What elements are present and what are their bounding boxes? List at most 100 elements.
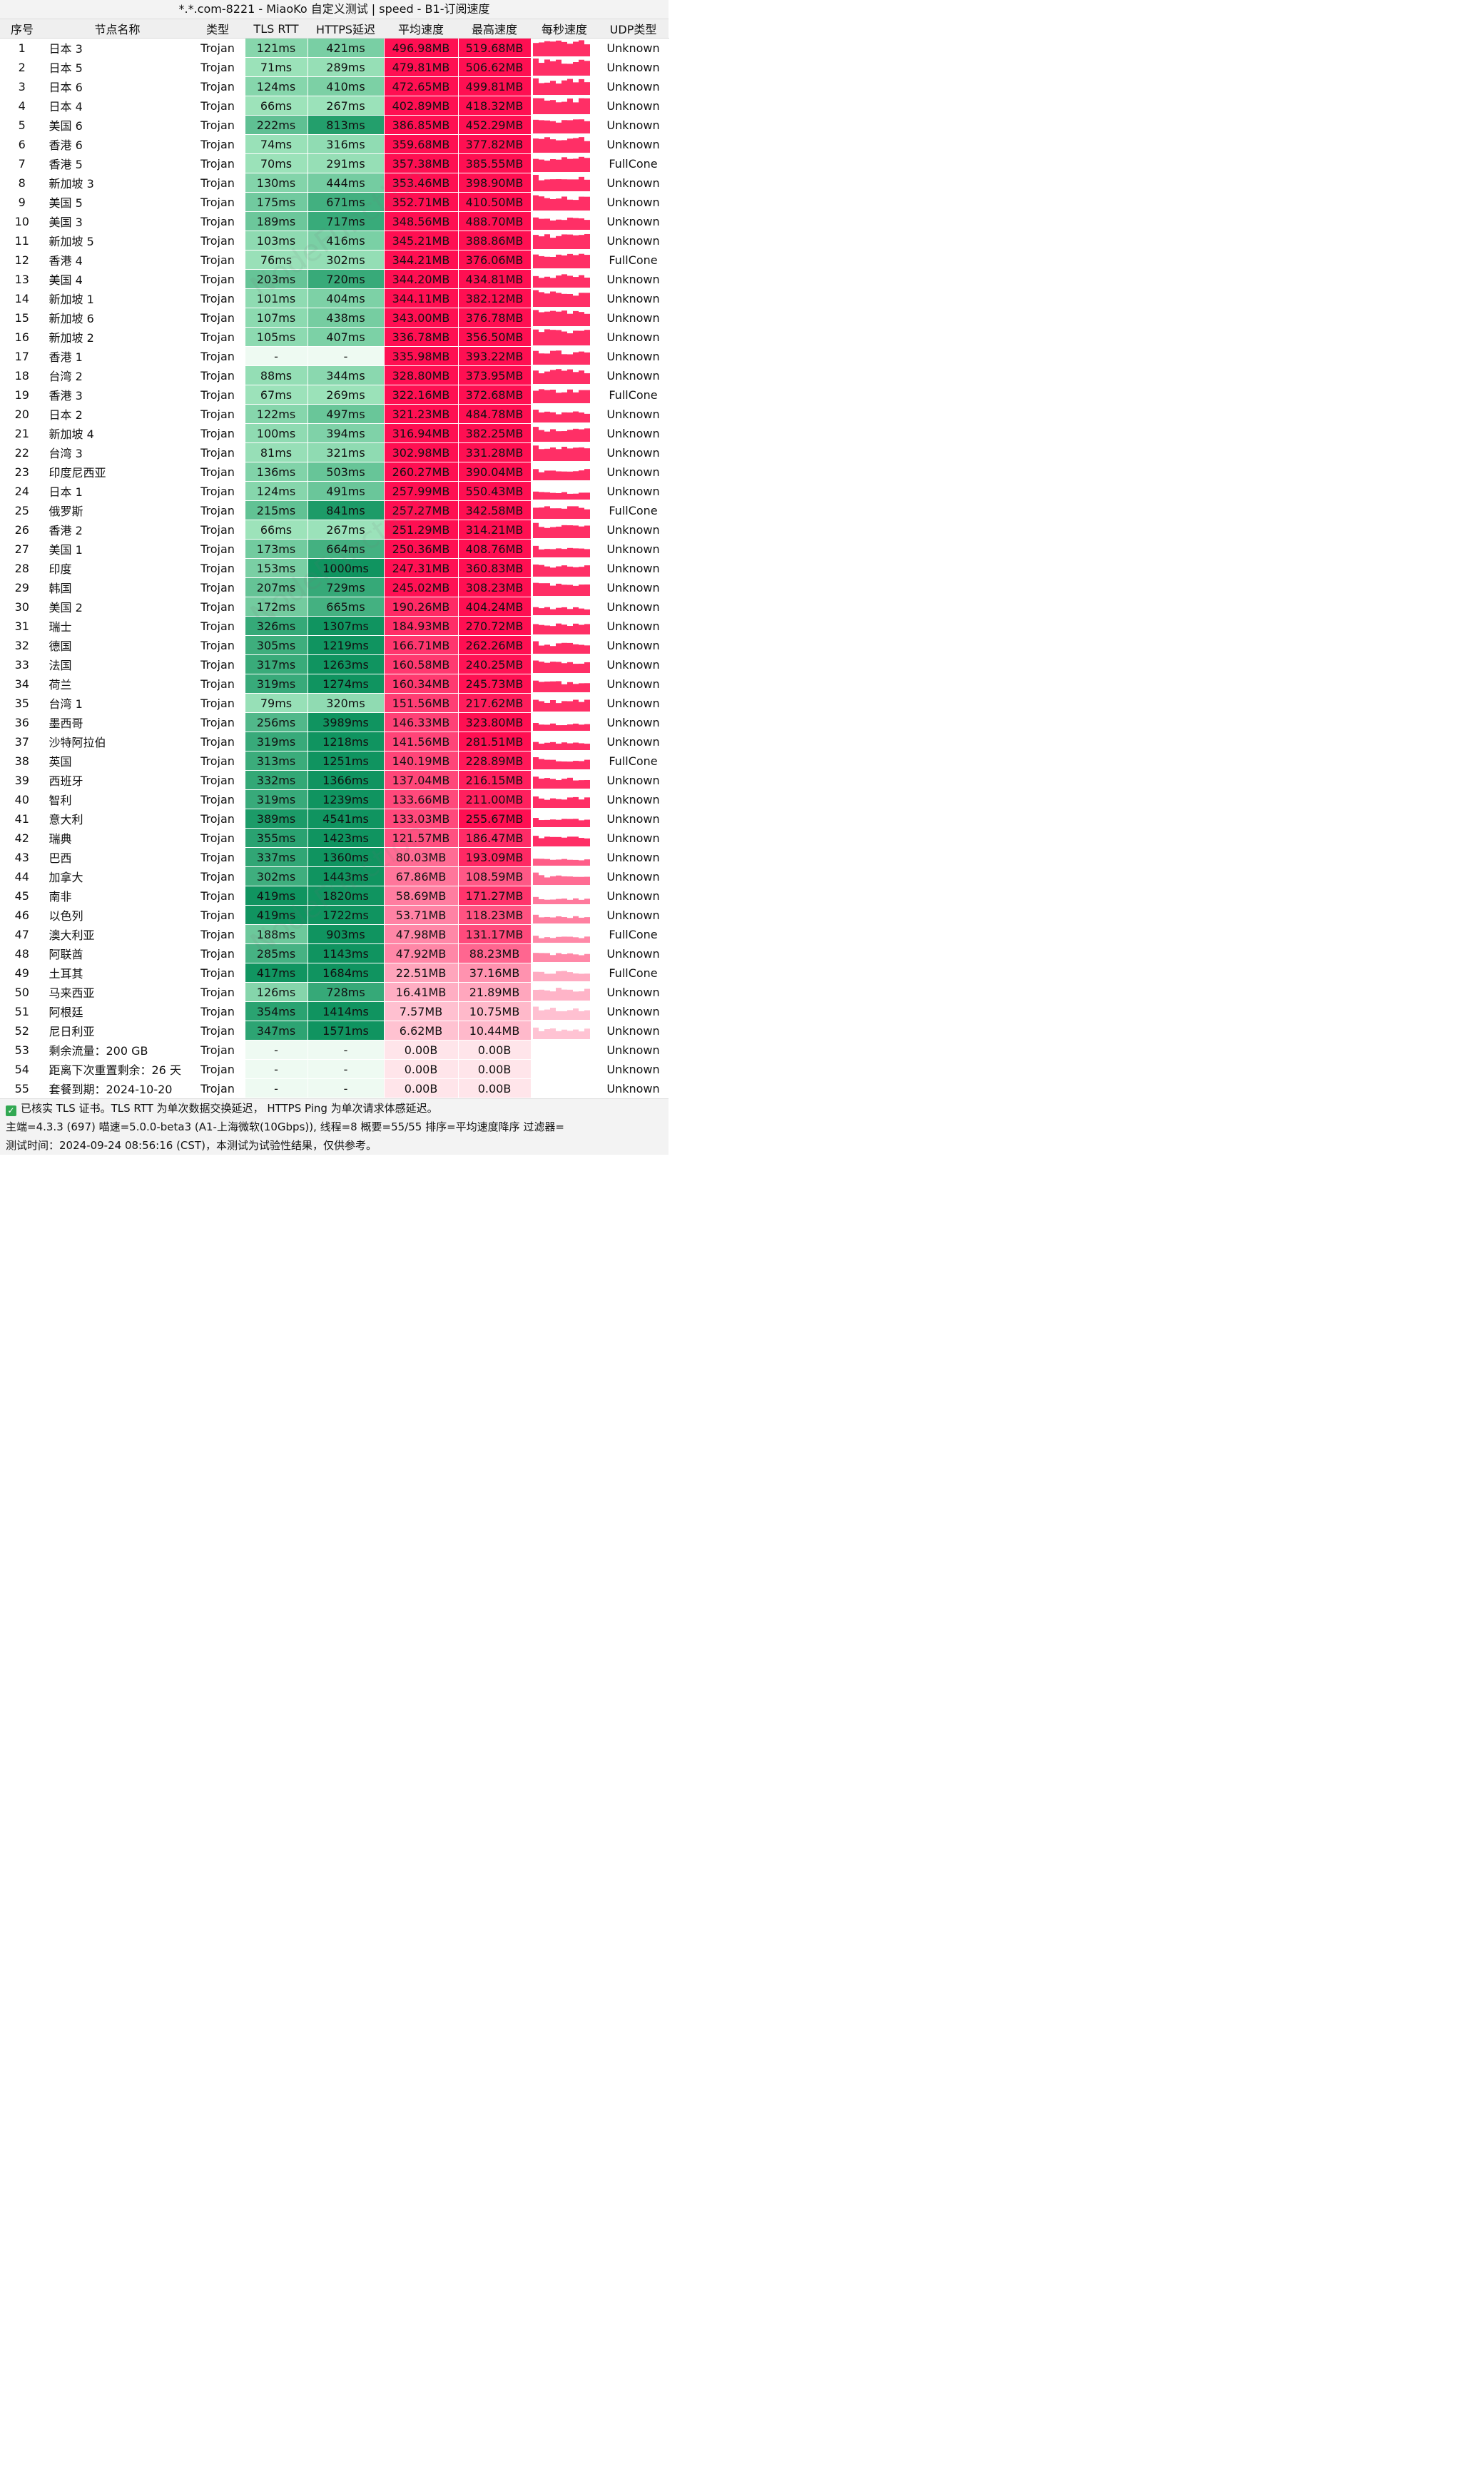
cell-index: 2 xyxy=(0,57,45,77)
header-https-latency[interactable]: HTTPS延迟 xyxy=(308,19,384,39)
sparkline-bar xyxy=(538,744,544,750)
cell-node-name: 日本 3 xyxy=(44,38,191,58)
sparkline-bar xyxy=(578,119,584,133)
table-row[interactable]: 2 日本 5 Trojan 71ms 289ms 479.81MB 506.62MB Unkn… xyxy=(0,57,669,77)
table-row[interactable]: 6 香港 6 Trojan 74ms 316ms 359.68MB 377.82MB Unkn… xyxy=(0,134,669,154)
sparkline-bar xyxy=(572,780,579,789)
table-row[interactable]: 49 土耳其 Trojan 417ms 1684ms 22.51MB 37.16MB Full… xyxy=(0,963,669,983)
sparkline-bar xyxy=(578,370,584,384)
header-avg-speed[interactable]: 平均速度 xyxy=(384,19,458,39)
table-row[interactable]: 51 阿根廷 Trojan 354ms 1414ms 7.57MB 10.75MB Unkno… xyxy=(0,1001,669,1021)
cell-udp-type: Unknown xyxy=(598,635,669,655)
table-row[interactable]: 46 以色列 Trojan 419ms 1722ms 53.71MB 118.23MB Unk… xyxy=(0,905,669,925)
header-node-name[interactable]: 节点名称 xyxy=(44,19,190,39)
table-row[interactable]: 40 智利 Trojan 319ms 1239ms 133.66MB 211.00MB Unk… xyxy=(0,789,669,809)
speed-sparkline xyxy=(532,796,590,808)
table-row[interactable]: 42 瑞典 Trojan 355ms 1423ms 121.57MB 186.47MB Unk… xyxy=(0,828,669,848)
table-row[interactable]: 39 西班牙 Trojan 332ms 1366ms 137.04MB 216.15MB Un… xyxy=(0,770,669,790)
table-row[interactable]: 34 荷兰 Trojan 319ms 1274ms 160.34MB 245.73MB Unk… xyxy=(0,674,669,694)
sparkline-bar xyxy=(584,44,590,56)
table-row[interactable]: 28 印度 Trojan 153ms 1000ms 247.31MB 360.83MB Unk… xyxy=(0,558,669,578)
table-row[interactable]: 47 澳大利亚 Trojan 188ms 903ms 47.98MB 131.17MB Ful… xyxy=(0,924,669,944)
sparkline-bar xyxy=(584,277,590,288)
table-row[interactable]: 13 美国 4 Trojan 203ms 720ms 344.20MB 434.81MB Un… xyxy=(0,269,669,289)
header-type[interactable]: 类型 xyxy=(190,19,245,39)
cell-avg-speed: 0.00B xyxy=(384,1059,459,1079)
table-row[interactable]: 5 美国 6 Trojan 222ms 813ms 386.85MB 452.29MB Unk… xyxy=(0,115,669,135)
table-row[interactable]: 36 墨西哥 Trojan 256ms 3989ms 146.33MB 323.80MB Un… xyxy=(0,712,669,732)
table-row[interactable]: 12 香港 4 Trojan 76ms 302ms 344.21MB 376.06MB Ful… xyxy=(0,250,669,270)
table-row[interactable]: 50 马来西亚 Trojan 126ms 728ms 16.41MB 21.89MB Unkn… xyxy=(0,982,669,1002)
table-row[interactable]: 3 日本 6 Trojan 124ms 410ms 472.65MB 499.81MB Unk… xyxy=(0,76,669,96)
table-row[interactable]: 9 美国 5 Trojan 175ms 671ms 352.71MB 410.50MB Unk… xyxy=(0,192,669,212)
header-tls-rtt[interactable]: TLS RTT xyxy=(245,19,308,39)
header-udp-type[interactable]: UDP类型 xyxy=(598,19,669,39)
table-row[interactable]: 53 剩余流量：200 GB Trojan - -0.00B 0.00B Unknown xyxy=(0,1040,669,1060)
table-row[interactable]: 37 沙特阿拉伯 Trojan 319ms 1218ms 141.56MB 281.51MB… xyxy=(0,732,669,751)
table-row[interactable]: 19 香港 3 Trojan 67ms 269ms 322.16MB 372.68MB Ful… xyxy=(0,385,669,405)
sparkline-bar xyxy=(549,973,556,981)
cell-max-speed: 434.81MB xyxy=(458,269,532,289)
table-row[interactable]: 24 日本 1 Trojan 124ms 491ms 257.99MB 550.43MB Un… xyxy=(0,481,669,501)
table-row[interactable]: 11 新加坡 5 Trojan 103ms 416ms 345.21MB 388.86MB U… xyxy=(0,231,669,250)
table-row[interactable]: 20 日本 2 Trojan 122ms 497ms 321.23MB 484.78MB Un… xyxy=(0,404,669,424)
table-row[interactable]: 7 香港 5 Trojan 70ms 291ms 357.38MB 385.55MB Full… xyxy=(0,153,669,173)
table-row[interactable]: 23 印度尼西亚 Trojan 136ms 503ms 260.27MB 390.04MB U… xyxy=(0,462,669,482)
table-row[interactable]: 44 加拿大 Trojan 302ms 1443ms 67.86MB 108.59MB Unk… xyxy=(0,866,669,886)
table-row[interactable]: 30 美国 2 Trojan 172ms 665ms 190.26MB 404.24MB Un… xyxy=(0,597,669,617)
table-row[interactable]: 29 韩国 Trojan 207ms 729ms 245.02MB 308.23MB Unkn… xyxy=(0,577,669,597)
table-row[interactable]: 17 香港 1 Trojan - -335.98MB 393.22MB Unknown xyxy=(0,346,669,366)
cell-max-speed: 382.25MB xyxy=(458,423,532,443)
table-row[interactable]: 33 法国 Trojan 317ms 1263ms 160.58MB 240.25MB Unk… xyxy=(0,654,669,674)
cell-tls-rtt: 285ms xyxy=(245,943,308,963)
sparkline-bar xyxy=(572,1008,579,1020)
table-row[interactable]: 15 新加坡 6 Trojan 107ms 438ms 343.00MB 376.78MB U… xyxy=(0,308,669,328)
cell-node-name: 西班牙 xyxy=(44,770,191,790)
table-row[interactable]: 26 香港 2 Trojan 66ms 267ms 251.29MB 314.21MB Unk… xyxy=(0,520,669,540)
sparkline-bar xyxy=(544,371,550,384)
table-row[interactable]: 14 新加坡 1 Trojan 101ms 404ms 344.11MB 382.12MB U… xyxy=(0,288,669,308)
table-row[interactable]: 43 巴西 Trojan 337ms 1360ms 80.03MB 193.09MB Unkn… xyxy=(0,847,669,867)
cell-tls-rtt: 305ms xyxy=(245,635,308,655)
cell-per-second-speed xyxy=(531,481,599,501)
table-row[interactable]: 18 台湾 2 Trojan 88ms 344ms 328.80MB 373.95MB Unk… xyxy=(0,365,669,385)
header-per-second-speed[interactable]: 每秒速度 xyxy=(531,19,598,39)
table-row[interactable]: 52 尼日利亚 Trojan 347ms 1571ms 6.62MB 10.44MB Unkn… xyxy=(0,1021,669,1041)
header-index[interactable]: 序号 xyxy=(0,19,44,39)
table-row[interactable]: 38 英国 Trojan 313ms 1251ms 140.19MB 228.89MB Ful… xyxy=(0,751,669,771)
table-row[interactable]: 4 日本 4 Trojan 66ms 267ms 402.89MB 418.32MB Unkn… xyxy=(0,96,669,116)
cell-https-latency: 497ms xyxy=(308,404,385,424)
cell-per-second-speed xyxy=(531,57,599,77)
sparkline-bar xyxy=(538,527,544,538)
table-row[interactable]: 35 台湾 1 Trojan 79ms 320ms 151.56MB 217.62MB Unk… xyxy=(0,693,669,713)
table-row[interactable]: 48 阿联酋 Trojan 285ms 1143ms 47.92MB 88.23MB Unkn… xyxy=(0,943,669,963)
table-row[interactable]: 25 俄罗斯 Trojan 215ms 841ms 257.27MB 342.58MB Ful… xyxy=(0,500,669,520)
cell-max-speed: 270.72MB xyxy=(458,616,532,636)
speed-sparkline xyxy=(532,274,590,288)
header-max-speed[interactable]: 最高速度 xyxy=(458,19,531,39)
table-row[interactable]: 16 新加坡 2 Trojan 105ms 407ms 336.78MB 356.50MB U… xyxy=(0,327,669,347)
table-row[interactable]: 54 距离下次重置剩余：26 天 Trojan - -0.00B 0.00B Unknown xyxy=(0,1059,669,1079)
table-row[interactable]: 27 美国 1 Trojan 173ms 664ms 250.36MB 408.76MB Un… xyxy=(0,539,669,559)
table-row[interactable]: 32 德国 Trojan 305ms 1219ms 166.71MB 262.26MB Unk… xyxy=(0,635,669,655)
cell-node-name: 台湾 2 xyxy=(44,365,191,385)
table-row[interactable]: 41 意大利 Trojan 389ms 4541ms 133.03MB 255.67MB Un… xyxy=(0,809,669,829)
table-row[interactable]: 31 瑞士 Trojan 326ms 1307ms 184.93MB 270.72MB Unk… xyxy=(0,616,669,636)
sparkline-bar xyxy=(538,645,544,654)
table-row[interactable]: 8 新加坡 3 Trojan 130ms 444ms 353.46MB 398.90MB Un… xyxy=(0,173,669,193)
sparkline-bar xyxy=(572,218,579,230)
sparkline-bar xyxy=(538,373,544,384)
table-row[interactable]: 45 南非 Trojan 419ms 1820ms 58.69MB 171.27MB Unkn… xyxy=(0,886,669,906)
table-row[interactable]: 21 新加坡 4 Trojan 100ms 394ms 316.94MB 382.25MB U… xyxy=(0,423,669,443)
sparkline-bar xyxy=(566,333,573,345)
table-row[interactable]: 55 套餐到期：2024-10-20 Trojan - -0.00B 0.00B Unkno… xyxy=(0,1078,669,1098)
cell-tls-rtt: 126ms xyxy=(245,982,308,1002)
speed-sparkline xyxy=(532,98,590,114)
sparkline-bar xyxy=(561,779,567,789)
table-row[interactable]: 22 台湾 3 Trojan 81ms 321ms 302.98MB 331.28MB Unk… xyxy=(0,442,669,462)
sparkline-bar xyxy=(578,683,584,692)
table-row[interactable]: 10 美国 3 Trojan 189ms 717ms 348.56MB 488.70MB Un… xyxy=(0,211,669,231)
table-row[interactable]: 1 日本 3 Trojan 121ms 421ms 496.98MB 519.68MB Unk… xyxy=(0,38,669,58)
sparkline-bar xyxy=(555,761,561,769)
sparkline-bar xyxy=(578,724,584,731)
